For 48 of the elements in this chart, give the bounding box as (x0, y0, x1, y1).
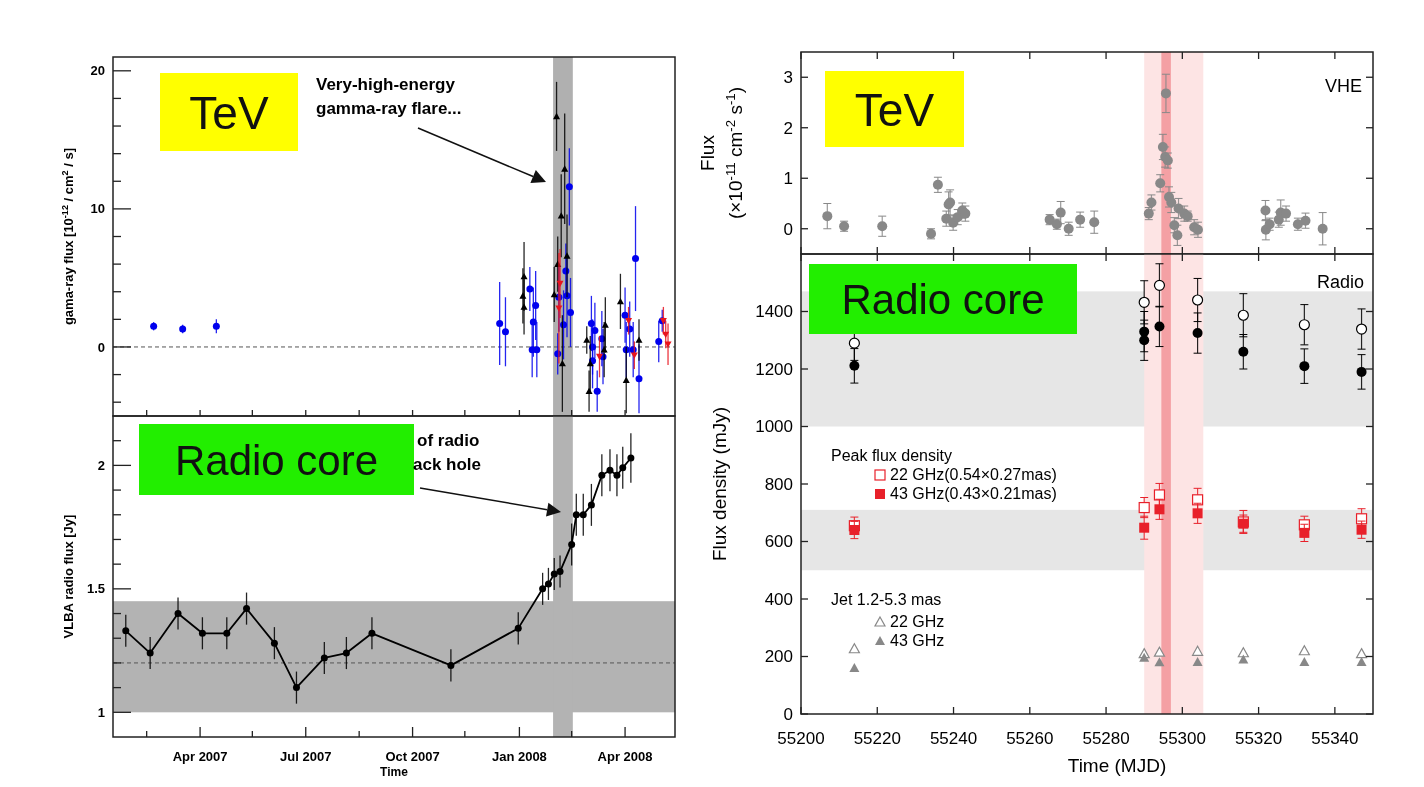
x-tick-label: Jan 2008 (491, 749, 547, 764)
annotation: Peak flux density (831, 447, 952, 464)
x-tick-label: 55240 (929, 729, 978, 748)
y-tick-label: 1 (97, 704, 105, 720)
y-axis-title: Flux density (mJy) (709, 406, 730, 562)
annotation: Radio (1316, 272, 1364, 292)
y-tick-label: 1200 (755, 359, 793, 379)
y-tick-label: 0 (783, 704, 793, 724)
y-tick-label: 1000 (755, 417, 793, 437)
y-tick-label: 2 (783, 118, 793, 138)
x-tick-label: Jul 2007 (280, 749, 332, 764)
y-tick-label: 0 (97, 339, 105, 355)
y-tick-label: 0 (783, 219, 793, 239)
legend-label: 22 GHz (890, 613, 945, 630)
y-tick-label: 3 (783, 68, 793, 88)
annotation: Very-high-energy gamma-ray flare... (316, 75, 462, 118)
y-tick-label: 1 (783, 169, 793, 189)
annotation: VHE (1324, 76, 1362, 96)
x-tick-label: 55200 (777, 729, 825, 748)
y-tick-label: 400 (764, 589, 793, 609)
x-tick-label: 55280 (1082, 729, 1130, 748)
y-tick-label: 200 (764, 647, 793, 667)
y-tick-label: 10 (90, 201, 105, 217)
y-tick-label: 20 (90, 63, 105, 79)
annotation: Radio core (841, 276, 1045, 324)
x-tick-label: 55260 (1006, 729, 1054, 748)
annotation: TeV (189, 86, 269, 139)
legend-label: 43 GHz (890, 632, 945, 649)
x-tick-label: Apr 2007 (172, 749, 228, 764)
legend-label: 43 GHz(0.43×0.21mas) (890, 485, 1057, 502)
y-tick-label: 800 (764, 474, 793, 494)
x-axis-title: Time (380, 765, 409, 779)
y-tick-label: 1400 (755, 302, 793, 322)
x-tick-label: Apr 2008 (597, 749, 653, 764)
legend-label: 22 GHz(0.54×0.27mas) (890, 466, 1057, 483)
x-axis-title: Time (MJD) (1067, 755, 1167, 776)
annotation: Jet 1.2-5.3 mas (831, 591, 942, 608)
x-tick-label: 55320 (1234, 729, 1283, 748)
y-axis-title: VLBA radio flux [Jy] (61, 514, 76, 639)
annotation: TeV (854, 83, 935, 136)
x-tick-label: Oct 2007 (385, 749, 440, 764)
y-tick-label: 2 (97, 457, 105, 473)
annotation: Radio core (174, 436, 379, 484)
x-tick-label: 55340 (1311, 729, 1359, 748)
x-tick-label: 55300 (1158, 729, 1206, 748)
y-tick-label: 600 (764, 532, 793, 552)
y-tick-label: 1.5 (86, 581, 105, 597)
x-tick-label: 55220 (853, 729, 901, 748)
